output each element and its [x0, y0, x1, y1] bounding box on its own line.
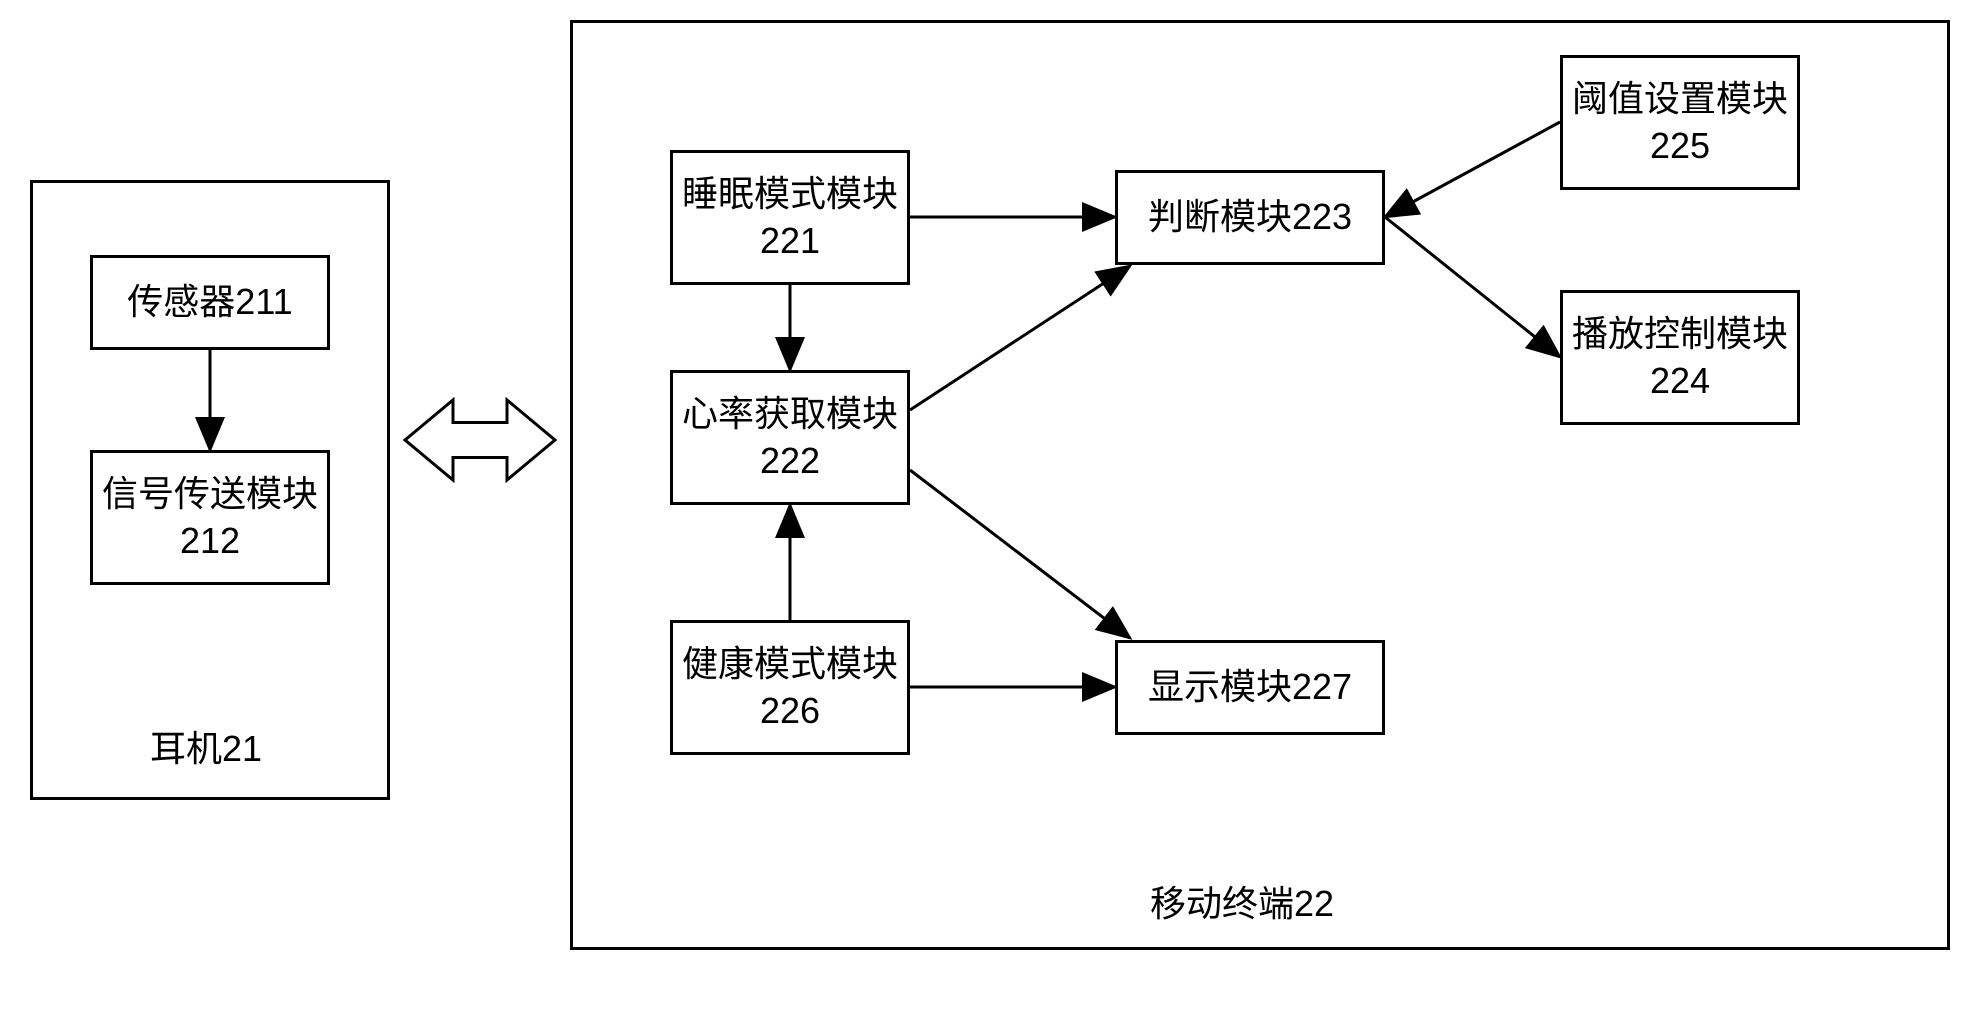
playback-module: 播放控制模块224 [1560, 290, 1800, 425]
health-module: 健康模式模块226 [670, 620, 910, 755]
threshold-module: 阈值设置模块225 [1560, 55, 1800, 190]
earphone-label: 耳机21 [150, 720, 262, 772]
sensor-module: 传感器211 [90, 255, 330, 350]
display-module: 显示模块227 [1115, 640, 1385, 735]
judge-module: 判断模块223 [1115, 170, 1385, 265]
terminal-label: 移动终端22 [1150, 875, 1334, 927]
heartrate-module: 心率获取模块222 [670, 370, 910, 505]
signal-module: 信号传送模块212 [90, 450, 330, 585]
earphone-to-terminal [405, 400, 555, 480]
sleep-module: 睡眠模式模块221 [670, 150, 910, 285]
